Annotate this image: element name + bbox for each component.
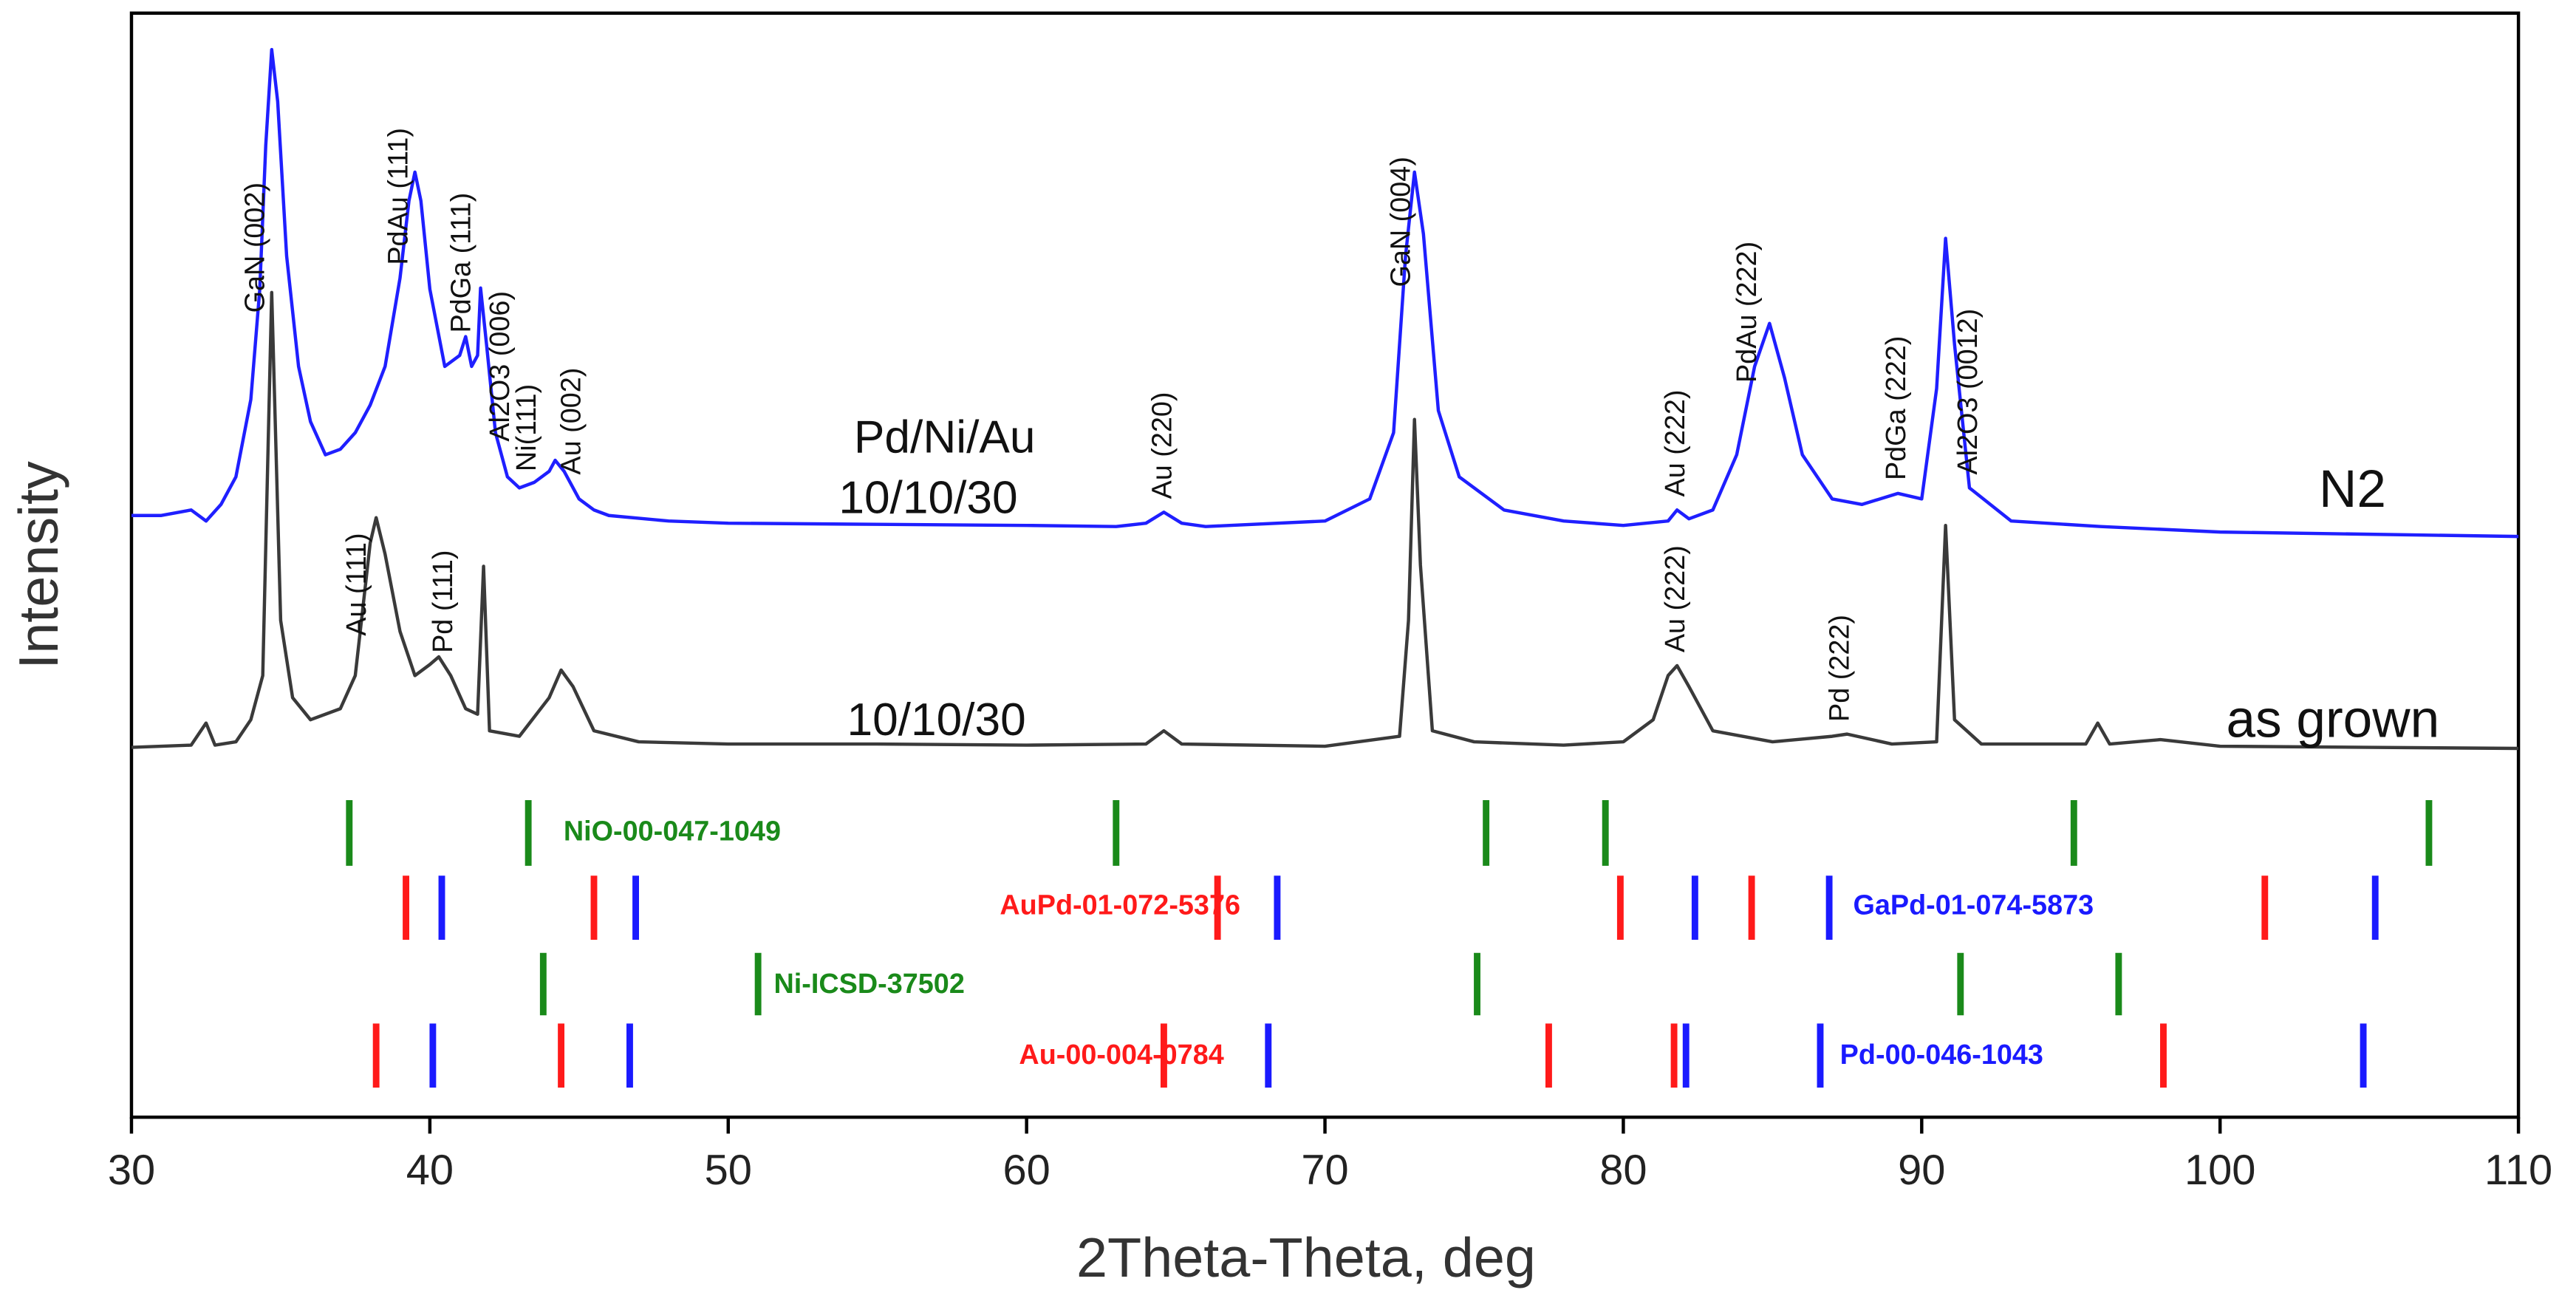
x-tick-label: 110 [2484,1147,2552,1194]
spectrum-line [131,290,2519,751]
x-tick-label: 70 [1301,1147,1348,1194]
peak-label: Al2O3 (0012) [1953,309,1984,475]
y-axis-title: Intensity [8,461,70,669]
reference-label: Ni-ICSD-37502 [773,969,964,1000]
sample-label: as grown [2226,690,2439,748]
peak-label: Al2O3 (006) [485,291,516,442]
peak-label: Au (222) [1660,389,1691,496]
peak-label: Ni(111) [511,384,542,471]
x-tick-label: 80 [1599,1147,1647,1194]
peak-label: PdGa (222) [1881,336,1912,480]
reference-label: NiO-00-047-1049 [564,816,781,847]
peak-label: Pd (111) [428,550,459,653]
peak-label: Au (002) [556,368,587,475]
peak-label: PdAu (111) [383,128,414,265]
reference-label: Pd-00-046-1043 [1840,1040,2043,1071]
sample-label: N2 [2319,460,2386,519]
x-tick-label: 90 [1898,1147,1945,1194]
peak-label: Pd (222) [1824,615,1855,722]
x-tick-label: 40 [406,1147,454,1194]
sample-label: 10/10/30 [838,473,1017,524]
peak-label: Au (111) [341,533,372,635]
peak-label: Au (220) [1147,392,1178,499]
reference-label: AuPd-01-072-5376 [1000,890,1240,921]
peak-label: GaN (004) [1386,157,1417,287]
reference-label: Au-00-004-0784 [1019,1040,1223,1071]
x-tick-label: 60 [1002,1147,1050,1194]
spectrum-line [131,47,2519,539]
plot-frame [129,11,2521,1119]
peak-label: GaN (002) [240,182,271,313]
x-tick-label: 100 [2184,1147,2255,1194]
peak-label: Au (222) [1660,545,1691,652]
sample-label: Pd/Ni/Au [854,412,1036,462]
x-axis-title: 2Theta-Theta, deg [1076,1227,1536,1289]
x-tick-label: 50 [705,1147,752,1194]
peak-label: PdGa (111) [445,193,476,333]
sample-label: 10/10/30 [847,694,1025,745]
reference-label: GaPd-01-074-5873 [1853,890,2094,921]
x-tick-label: 30 [108,1147,155,1194]
peak-label: PdAu (222) [1732,242,1763,383]
